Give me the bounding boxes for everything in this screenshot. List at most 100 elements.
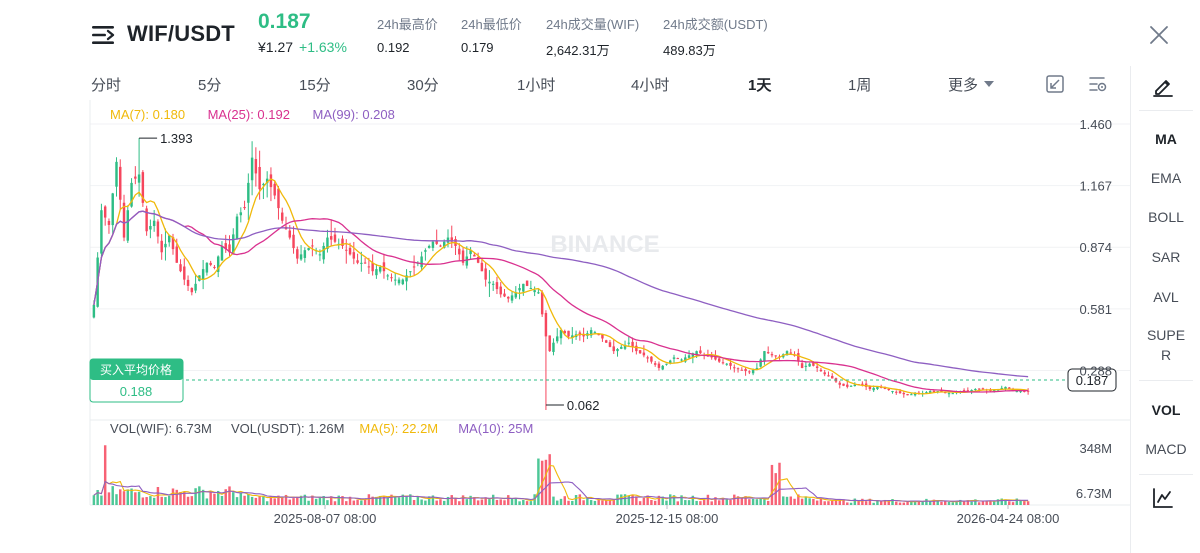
volume-bar (243, 495, 246, 505)
candle-body (544, 312, 548, 337)
tab-1w[interactable]: 1周 (848, 77, 872, 94)
candlestick-chart[interactable]: BINANCE 1.393 0.062 0.187 买入平均价格 0.188 1.460… (0, 100, 1130, 533)
candle-body (209, 262, 212, 265)
candle-body (751, 370, 755, 374)
tab-1d[interactable]: 1天 (748, 77, 772, 94)
candle-body (390, 277, 393, 279)
volume-bar (1004, 499, 1007, 505)
tab-1h[interactable]: 1小时 (517, 77, 556, 94)
tab-time[interactable]: 分时 (91, 77, 122, 94)
indicator-sar[interactable]: SAR (1151, 249, 1181, 265)
candle-body (450, 237, 453, 242)
candle-body (970, 390, 973, 392)
indicator-ema[interactable]: EMA (1150, 170, 1182, 186)
volume-bar (876, 501, 879, 505)
candle-body (966, 390, 970, 392)
tab-5m[interactable]: 5分 (198, 77, 222, 94)
volume-bar (107, 492, 111, 505)
volume-bar (529, 501, 533, 505)
volume-bar (872, 502, 875, 505)
candle-body (744, 369, 747, 372)
volume-bar (962, 500, 966, 505)
candle-body (1026, 390, 1030, 392)
volume-bar (834, 499, 838, 505)
chart-settings-icon[interactable] (1088, 74, 1108, 94)
candle-body (273, 183, 276, 196)
volume-bar (247, 494, 250, 505)
candle-body (371, 262, 374, 272)
indicator-chart-icon[interactable] (1151, 486, 1175, 510)
candle-body (1015, 391, 1019, 393)
volume-bar (115, 494, 118, 505)
indicator-super[interactable]: SUPER (1146, 327, 1186, 363)
candle-body (819, 369, 823, 372)
last-price: 0.187 (258, 10, 311, 33)
volume-bar (465, 499, 469, 505)
volume-bar (329, 496, 333, 505)
volume-bar (714, 497, 717, 505)
volume-bar (981, 501, 985, 505)
menu-icon[interactable] (92, 25, 116, 45)
candle-body (435, 241, 438, 244)
volume-bar (382, 496, 386, 505)
candles (92, 138, 1030, 410)
volume-bar (537, 458, 540, 505)
candle-body (808, 363, 811, 367)
volume-bar (665, 500, 668, 505)
volume-bar (910, 500, 913, 505)
volume-bar (789, 496, 793, 505)
indicator-avl[interactable]: AVL (1153, 289, 1179, 305)
candle-body (992, 390, 996, 392)
candle-body (944, 392, 947, 394)
indicator-vol[interactable]: VOL (1151, 402, 1181, 418)
volume-bar (262, 495, 265, 505)
volume-bar (582, 500, 585, 505)
candle-body (559, 330, 563, 339)
candle-body (119, 166, 122, 200)
candle-body (171, 237, 175, 250)
tab-more[interactable]: 更多 (948, 74, 995, 95)
candle-body (216, 256, 220, 272)
candle-body (224, 243, 227, 250)
candle-body (620, 346, 623, 349)
sub-price: ¥1.27 +1.63% (258, 39, 347, 55)
tab-4h[interactable]: 4小时 (631, 77, 670, 94)
y-tick-label: 0.874 (1079, 240, 1112, 255)
volume-bar (269, 495, 273, 505)
volume-bar (480, 499, 484, 505)
candle-body (940, 390, 943, 393)
candle-body (235, 216, 239, 240)
pencil-icon[interactable] (1151, 74, 1175, 98)
volume-bar (503, 500, 506, 505)
volume-bar (672, 495, 676, 505)
volume-bar (510, 498, 514, 505)
candle-body (646, 357, 649, 359)
candle-body (672, 357, 676, 359)
volume-bar (160, 496, 163, 505)
fullscreen-icon[interactable] (1045, 74, 1065, 94)
candle-body (341, 238, 344, 246)
close-icon[interactable] (1146, 22, 1172, 48)
candle-body (770, 354, 774, 356)
x-tick-label: 2025-08-07 08:00 (274, 511, 377, 526)
candle-body (842, 383, 845, 386)
indicator-ma[interactable]: MA (1155, 131, 1177, 147)
volume-bar (495, 499, 499, 505)
tab-15m[interactable]: 15分 (299, 77, 331, 94)
volume-bar (646, 495, 649, 505)
tab-30m[interactable]: 30分 (407, 77, 439, 94)
volume-bar (183, 491, 186, 505)
candle-body (265, 178, 269, 184)
volume-bar (401, 494, 405, 505)
volume-bar (989, 500, 992, 505)
indicator-boll[interactable]: BOLL (1148, 209, 1184, 225)
indicator-macd[interactable]: MACD (1145, 441, 1187, 457)
pair-name[interactable]: WIF/USDT (127, 21, 235, 46)
volume-bar (642, 497, 646, 505)
candle-body (442, 241, 446, 248)
volume-bar (326, 500, 329, 505)
volume-bar (375, 496, 378, 505)
candle-body (363, 262, 367, 264)
candle-body (616, 349, 619, 352)
watermark: BINANCE (550, 231, 659, 258)
